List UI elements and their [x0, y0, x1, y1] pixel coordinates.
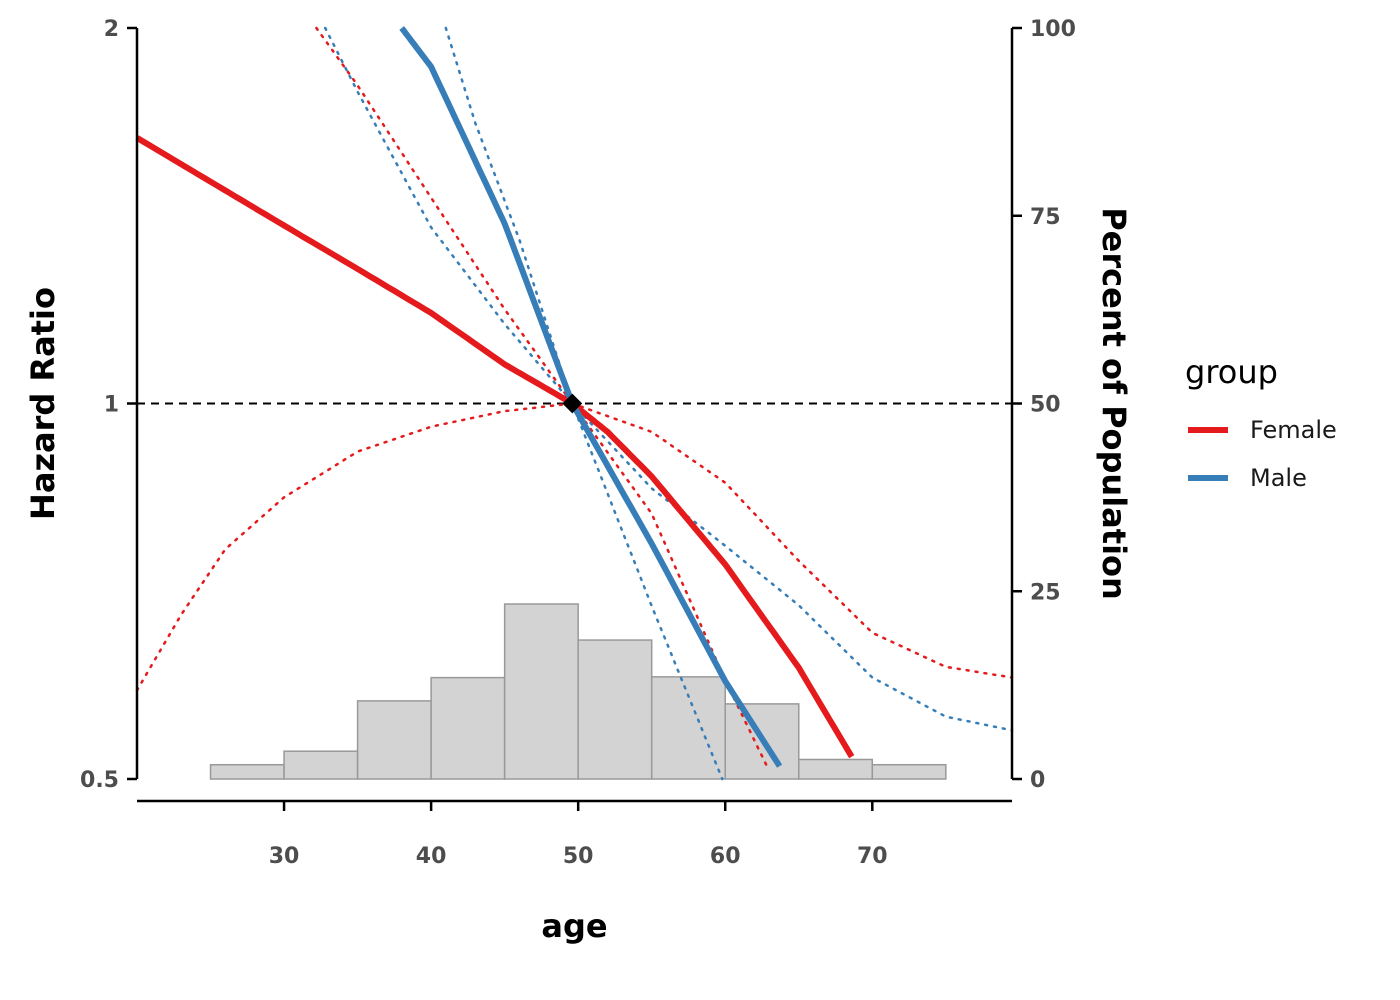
- estimate-lines: [135, 26, 855, 768]
- x-tick-label: 70: [857, 844, 888, 869]
- x-tick-label: 30: [269, 844, 300, 869]
- confidence-bands: [135, 26, 1014, 781]
- legend-label-female: Female: [1250, 416, 1337, 444]
- x-tick-label: 50: [563, 844, 594, 869]
- female-ci-lower-line: [135, 402, 574, 692]
- axis-ticks: 30 40 50 60 70 0.5 1 2 0 25 50 75 100: [80, 17, 1076, 869]
- y2-tick-label: 75: [1030, 205, 1061, 230]
- male-ci-lower-line: [323, 26, 724, 781]
- histogram-bar-10: [871, 763, 947, 780]
- y2-tick-label: 100: [1030, 17, 1076, 42]
- y-tick-label: 1: [104, 393, 119, 418]
- histogram-bar-1: [209, 763, 285, 780]
- legend: group Female Male: [1185, 353, 1337, 492]
- histogram: [209, 603, 947, 780]
- x-axis-title: age: [541, 907, 607, 945]
- female-ci-upper-line: [571, 402, 1014, 679]
- y-tick-label: 0.5: [80, 768, 119, 793]
- y2-tick-label: 50: [1030, 393, 1061, 418]
- x-tick-label: 40: [416, 844, 447, 869]
- y2-tick-label: 25: [1030, 580, 1061, 605]
- y2-tick-label: 0: [1030, 768, 1045, 793]
- histogram-bar-3: [356, 700, 432, 780]
- histogram-bar-7: [650, 676, 726, 780]
- female-ci-steep-line: [315, 26, 768, 767]
- x-tick-label: 60: [710, 844, 741, 869]
- histogram-bar-2: [283, 750, 359, 780]
- reference-point: [562, 393, 583, 414]
- histogram-bar-4: [430, 676, 506, 780]
- y2-axis-title: Percent of Population: [1095, 207, 1133, 600]
- histogram-bar-6: [577, 639, 653, 780]
- legend-title: group: [1185, 353, 1278, 391]
- y-tick-label: 2: [104, 17, 119, 42]
- legend-label-male: Male: [1250, 464, 1307, 492]
- histogram-bar-9: [798, 758, 874, 780]
- histogram-bar-5: [503, 603, 579, 780]
- female-estimate-line: [135, 135, 855, 759]
- y-axis-title: Hazard Ratio: [24, 287, 62, 520]
